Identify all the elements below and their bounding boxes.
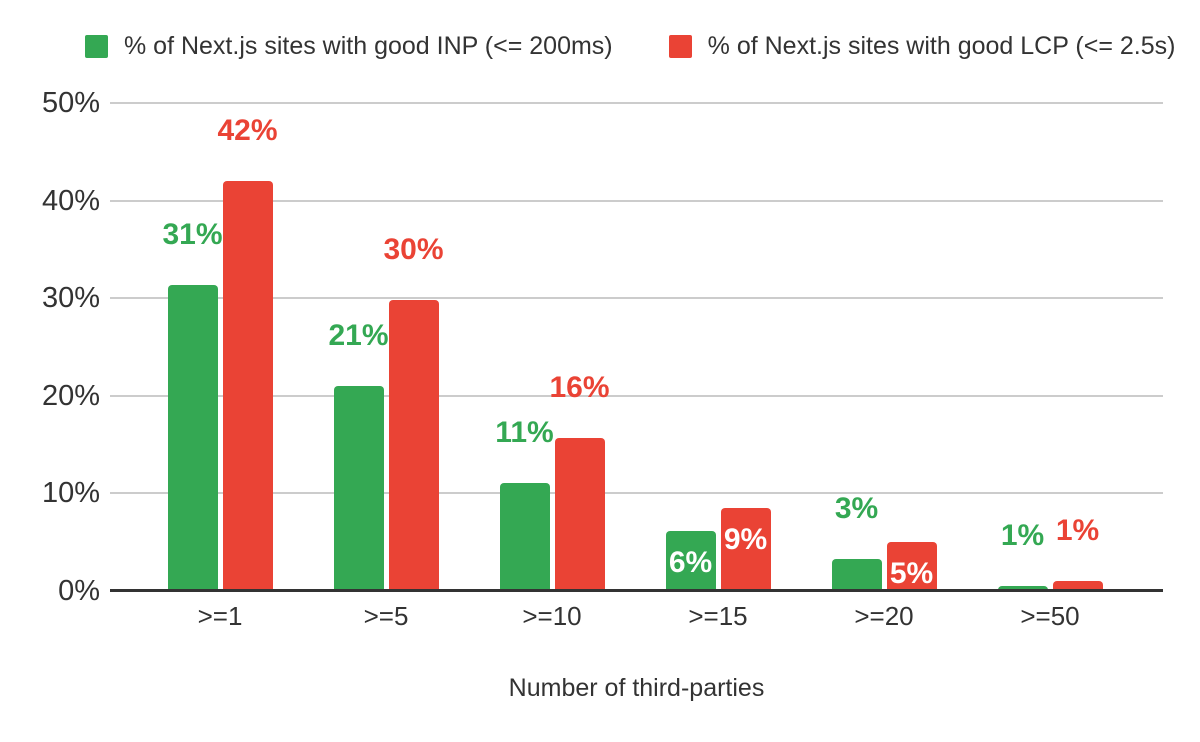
gridline-30% bbox=[110, 297, 1163, 300]
x-axis-label->=10: >=10 bbox=[522, 601, 582, 631]
y-axis-label: 20% bbox=[41, 379, 100, 412]
bar-lcp->=10 bbox=[554, 437, 605, 591]
bar-inp->=20 bbox=[831, 558, 882, 591]
bar-inp->=5 bbox=[333, 386, 384, 591]
data-label-lcp->=50: 1% bbox=[1055, 514, 1100, 548]
plot-area: 31% 42% 21% 30% 11% 16% 6% 9% 3% 5% 1% 1% bbox=[110, 102, 1163, 592]
data-label-inp->=10: 11% bbox=[495, 415, 554, 449]
y-axis-label: 50% bbox=[41, 87, 100, 119]
x-axis-label->=5: >=5 bbox=[363, 601, 409, 631]
legend-label-lcp: % of Next.js sites with good LCP (<= 2.5… bbox=[707, 32, 1176, 60]
data-label-inp->=1: 31% bbox=[162, 217, 223, 251]
data-label-inp->=20: 3% bbox=[834, 491, 879, 525]
x-axis-label->=20: >=20 bbox=[854, 601, 914, 631]
legend-item-inp: % of Next.js sites with good INP (<= 200… bbox=[85, 32, 613, 61]
legend: % of Next.js sites with good INP (<= 200… bbox=[85, 32, 1175, 61]
x-axis-label->=1: >=1 bbox=[197, 601, 243, 631]
bar-lcp->=1 bbox=[222, 181, 273, 591]
data-label-lcp->=15: 9% bbox=[723, 523, 768, 557]
data-label-lcp->=10: 16% bbox=[549, 370, 610, 404]
gridline-50% bbox=[110, 102, 1163, 104]
gridline-10% bbox=[110, 492, 1163, 495]
bar-lcp->=50 bbox=[1052, 581, 1103, 591]
gridline-20% bbox=[110, 394, 1163, 397]
y-axis-label: 40% bbox=[41, 184, 100, 217]
bar-inp->=1 bbox=[167, 284, 218, 591]
legend-item-lcp: % of Next.js sites with good LCP (<= 2.5… bbox=[668, 32, 1176, 61]
bar-lcp->=20 bbox=[886, 542, 937, 591]
x-axis-label->=50: >=50 bbox=[1020, 601, 1080, 631]
data-label-lcp->=5: 30% bbox=[383, 233, 444, 267]
bar-lcp->=15 bbox=[720, 508, 771, 591]
y-axis-label: 10% bbox=[41, 477, 100, 510]
bar-lcp->=5 bbox=[388, 300, 439, 591]
legend-swatch-inp-icon bbox=[85, 35, 108, 58]
data-label-lcp->=20: 5% bbox=[889, 557, 934, 591]
legend-swatch-lcp-icon bbox=[668, 35, 692, 58]
y-axis-label: 0% bbox=[58, 575, 100, 607]
bar-inp->=50 bbox=[997, 586, 1048, 591]
bar-inp->=10 bbox=[499, 482, 550, 591]
legend-label-inp: % of Next.js sites with good INP (<= 200… bbox=[124, 32, 613, 60]
data-label-inp->=15: 6% bbox=[668, 546, 713, 580]
data-label-lcp->=1: 42% bbox=[217, 114, 278, 148]
gridline-40% bbox=[110, 199, 1163, 202]
x-axis-line bbox=[110, 589, 1163, 592]
x-axis-title: Number of third-parties bbox=[508, 674, 765, 702]
y-axis-label: 30% bbox=[41, 282, 100, 315]
data-label-inp->=5: 21% bbox=[328, 319, 389, 353]
x-axis-label->=15: >=15 bbox=[688, 601, 748, 631]
data-label-inp->=50: 1% bbox=[1000, 519, 1045, 553]
bar-inp->=15 bbox=[665, 531, 716, 591]
